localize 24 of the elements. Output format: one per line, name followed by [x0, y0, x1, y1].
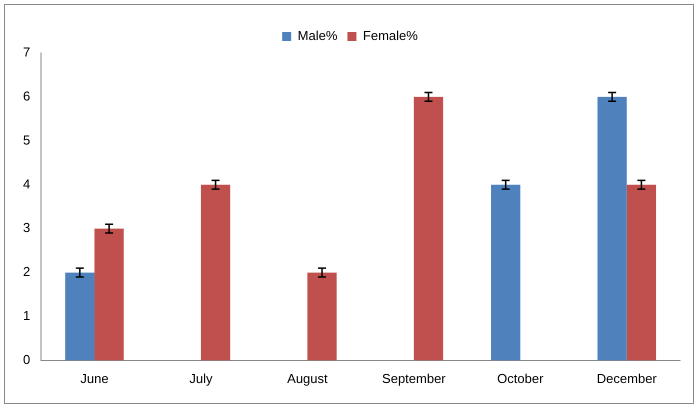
y-tick-label: 4: [22, 176, 30, 192]
y-tick-label: 7: [22, 44, 30, 60]
bar: [626, 184, 656, 360]
x-tick-label: July: [189, 370, 213, 386]
y-tick-label: 1: [22, 308, 30, 324]
legend-label: Male%: [298, 28, 338, 44]
x-tick-label: September: [382, 370, 446, 386]
bar: [597, 96, 627, 360]
x-tick-label: October: [497, 370, 544, 386]
x-tick-label: December: [596, 370, 658, 386]
bar: [307, 272, 337, 360]
y-tick-label: 0: [22, 352, 30, 367]
bar: [94, 228, 124, 360]
y-tick-label: 6: [22, 88, 30, 104]
legend-label: Female%: [362, 28, 418, 44]
bar: [65, 272, 94, 360]
x-tick-label: August: [287, 370, 328, 386]
bar: [491, 184, 520, 360]
y-tick-label: 3: [22, 220, 30, 236]
bar: [200, 184, 230, 360]
bar: [414, 96, 444, 360]
x-tick-label: June: [80, 370, 109, 386]
y-tick-label: 2: [22, 264, 30, 280]
y-tick-label: 5: [22, 132, 30, 148]
